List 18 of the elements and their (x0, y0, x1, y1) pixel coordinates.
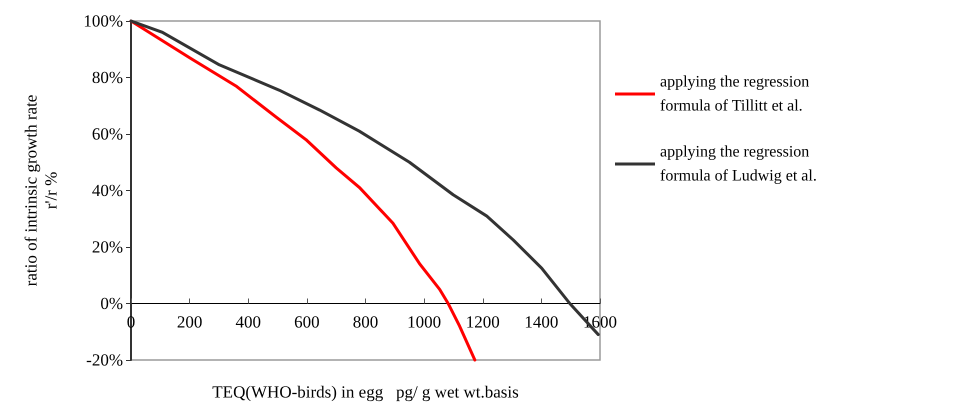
x-tick-label: 1400 (524, 312, 558, 332)
x-tick-label: 800 (352, 312, 378, 332)
x-axis-title: TEQ(WHO-birds) in egg pg/ g wet wt.basis (212, 382, 519, 402)
legend-label: applying the regression formula of Ludwig et al. (660, 144, 817, 184)
x-tick-label: 600 (294, 312, 320, 332)
y-tick-label: -20% (86, 350, 123, 370)
x-tick-label: 200 (176, 312, 202, 332)
legend-label: applying the regression formula of Tillitt et al. (660, 74, 814, 114)
y-tick-label: 60% (92, 124, 123, 144)
y-tick-label: 100% (83, 12, 123, 30)
y-tick-label: 80% (92, 68, 123, 87)
y-tick-label: 40% (92, 181, 123, 200)
y-tick-label: 0% (100, 294, 123, 313)
y-axis-title: ratio of intrinsic growth rate r'/r % (22, 94, 60, 286)
y-tick-label: 20% (92, 238, 123, 256)
x-tick-label: 1200 (466, 312, 500, 332)
x-tick-label: 1000 (407, 312, 442, 332)
x-tick-label: 400 (236, 312, 261, 332)
